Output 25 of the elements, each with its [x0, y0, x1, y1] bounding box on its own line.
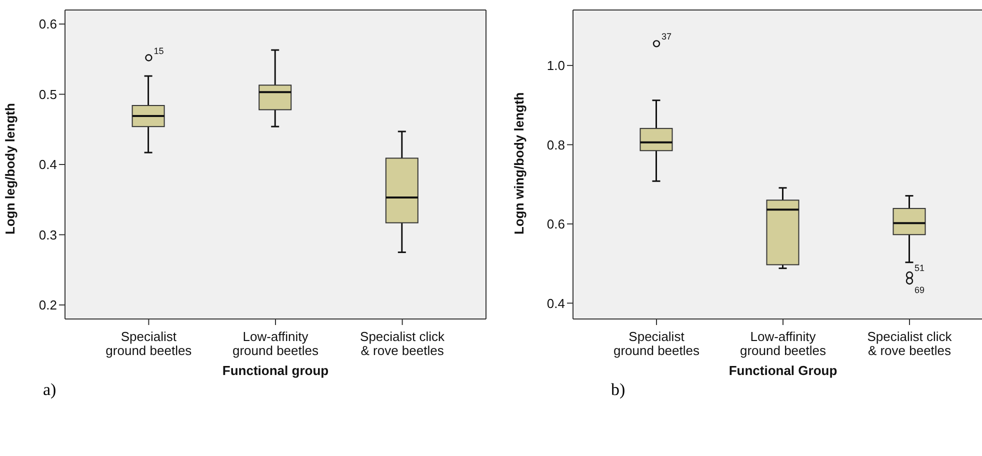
annotation: 15 — [154, 46, 164, 56]
y-axis-title: Logn wing/body length — [512, 92, 527, 234]
x-axis-title: Functional group — [222, 363, 329, 378]
annotation: 69 — [914, 284, 925, 295]
x-tick-label: Specialist click & rove beetles — [360, 329, 446, 358]
y-tick-label: 0.5 — [38, 86, 57, 102]
annotation: 37 — [661, 32, 672, 42]
y-tick-label: 0.2 — [38, 298, 57, 313]
text: b) — [611, 380, 626, 400]
x-tick-label: Low-affinity ground beetles — [740, 329, 827, 358]
x-tick-label: Low-affinity ground beetles — [232, 329, 320, 358]
text: a) — [43, 380, 56, 400]
x-tick-label: Specialist ground beetles — [106, 329, 192, 358]
y-tick-label: 0.3 — [38, 227, 57, 242]
y-tick-label: 0.6 — [546, 216, 565, 232]
x-tick-label: Specialist ground beetles — [613, 329, 700, 358]
y-axis-title: Logn leg/body length — [2, 103, 18, 234]
x-axis-title: Functional Group — [728, 363, 838, 378]
y-tick-label: 1.0 — [546, 58, 565, 74]
y-tick-label: 0.8 — [546, 137, 565, 152]
x-tick-label: Specialist click & rove beetles — [867, 329, 952, 358]
y-tick-label: 0.6 — [38, 16, 57, 32]
y-tick-label: 0.4 — [38, 157, 57, 172]
annotation: 51 — [914, 263, 925, 274]
y-tick-label: 0.4 — [546, 296, 565, 311]
